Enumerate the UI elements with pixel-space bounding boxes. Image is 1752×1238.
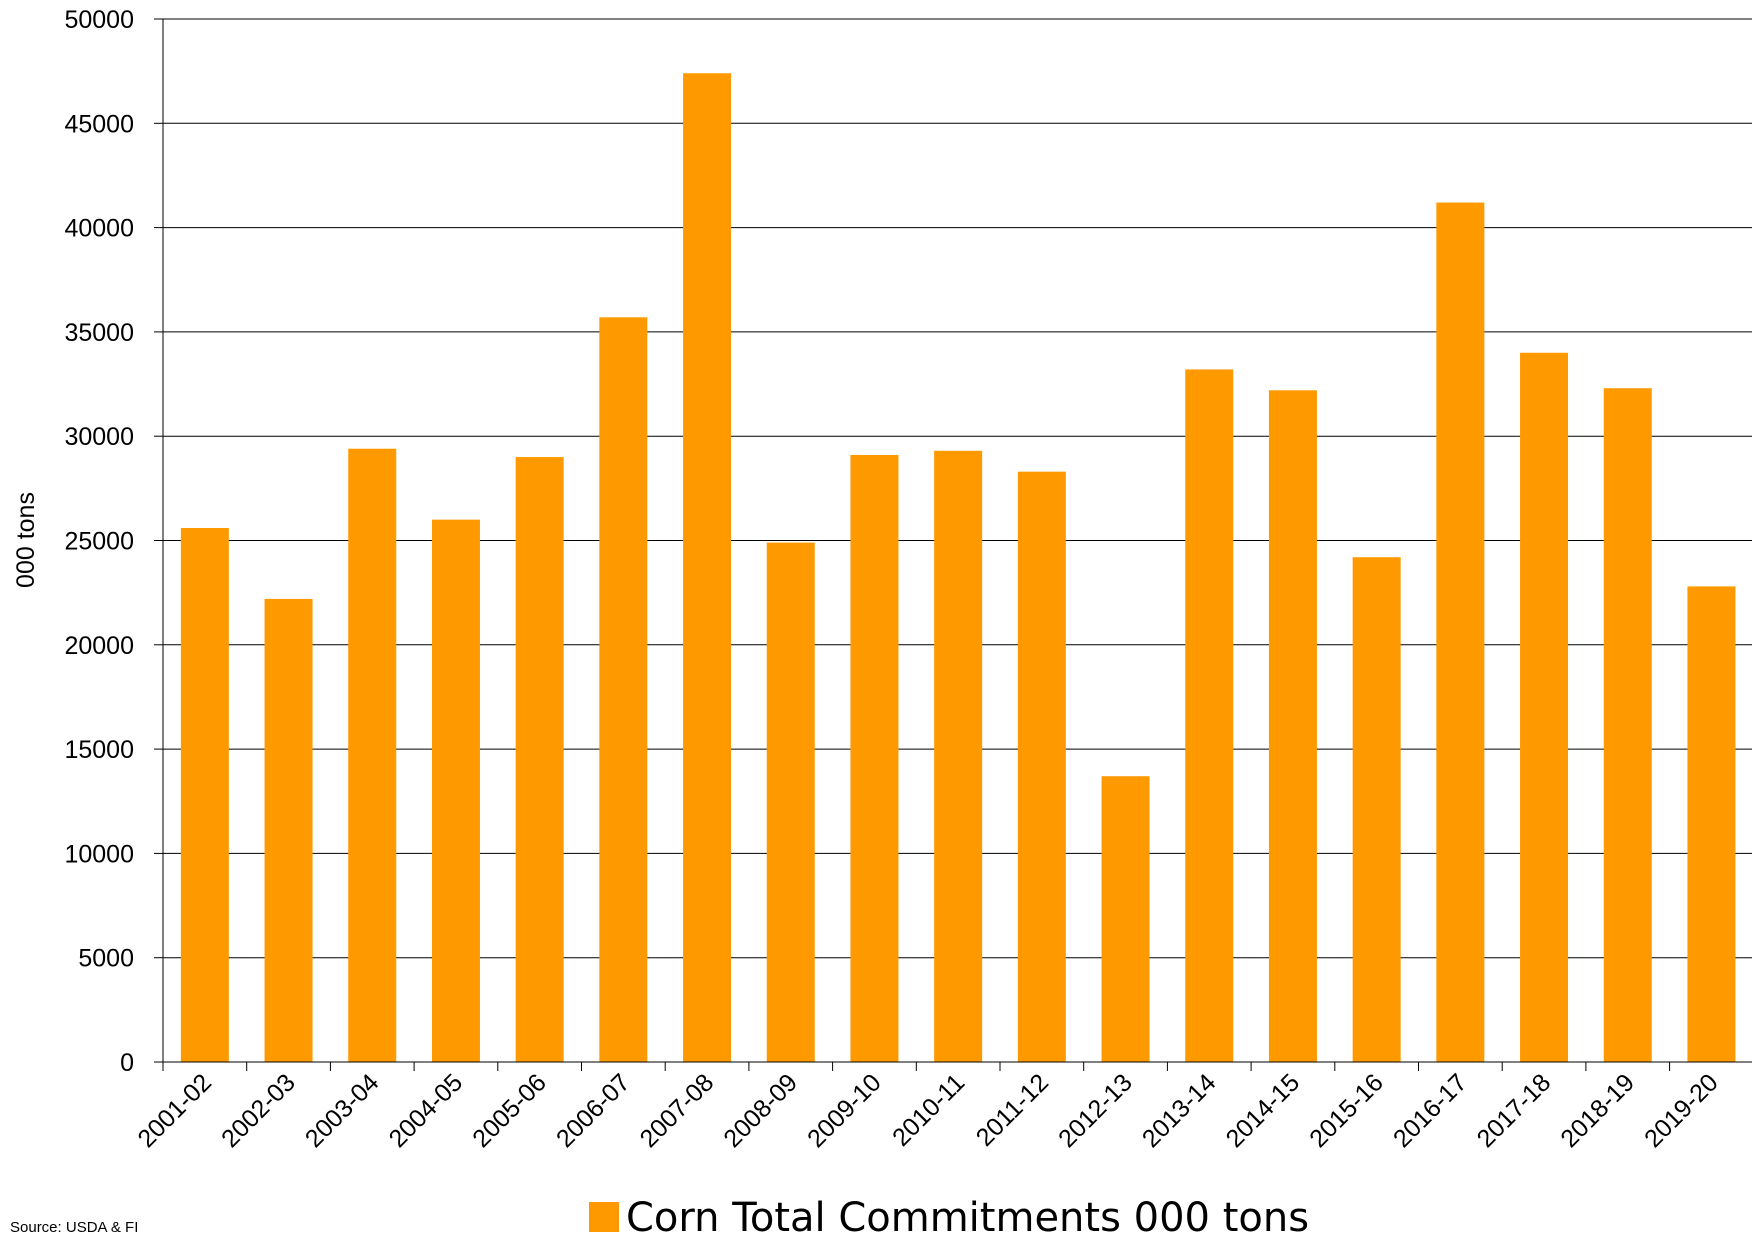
x-tick-label: 2014-15 xyxy=(1221,1068,1306,1153)
bar xyxy=(1436,203,1484,1062)
y-tick-label: 50000 xyxy=(64,6,134,34)
x-tick-label: 2011-12 xyxy=(971,1068,1054,1151)
y-tick-label: 30000 xyxy=(64,423,134,451)
y-tick-label: 35000 xyxy=(64,319,134,347)
y-tick-label: 10000 xyxy=(64,840,134,868)
bar xyxy=(1018,472,1066,1062)
x-tick-label: 2008-09 xyxy=(718,1068,803,1153)
y-tick-label: 40000 xyxy=(64,215,134,243)
bar xyxy=(599,317,647,1062)
x-tick-label: 2018-19 xyxy=(1555,1068,1640,1153)
x-tick-label: 2016-17 xyxy=(1388,1068,1473,1153)
x-tick-label: 2002-03 xyxy=(216,1068,301,1153)
x-tick-label: 2003-04 xyxy=(300,1068,385,1153)
bar xyxy=(1102,776,1150,1062)
x-tick-label: 2009-10 xyxy=(802,1068,887,1153)
x-tick-label: 2001-02 xyxy=(132,1068,217,1153)
y-tick-label: 20000 xyxy=(64,632,134,660)
bar xyxy=(683,73,731,1062)
source-note: Source: USDA & FI xyxy=(10,1219,138,1236)
bar xyxy=(432,520,480,1062)
bar xyxy=(1604,388,1652,1062)
bar xyxy=(934,451,982,1062)
bar xyxy=(850,455,898,1062)
x-tick-label: 2013-14 xyxy=(1137,1068,1222,1153)
y-tick-labels: 0 5000 10000 15000 20000 25000 30000 35000 40000… xyxy=(64,6,134,1077)
x-tick-label: 2004-05 xyxy=(384,1068,469,1153)
bar xyxy=(1269,390,1317,1062)
x-tick-label: 2017-18 xyxy=(1472,1068,1557,1153)
x-tick-label: 2019-20 xyxy=(1639,1068,1724,1153)
x-tick-label: 2012-13 xyxy=(1053,1068,1138,1153)
bar xyxy=(265,599,313,1062)
legend-label: Corn Total Commitments 000 tons xyxy=(626,1195,1309,1238)
x-tick-label: 2005-06 xyxy=(467,1068,552,1153)
y-tick-label: 0 xyxy=(120,1049,134,1077)
x-tick-label: 2006-07 xyxy=(551,1068,636,1153)
y-tick-label: 45000 xyxy=(64,110,134,138)
bars xyxy=(181,73,1736,1062)
x-tick-label: 2007-08 xyxy=(635,1068,720,1153)
bar xyxy=(516,457,564,1062)
legend-swatch xyxy=(589,1202,619,1232)
x-tick-label: 2010-11 xyxy=(887,1068,970,1151)
y-tick-label: 25000 xyxy=(64,528,134,556)
legend: Corn Total Commitments 000 tons xyxy=(589,1195,1309,1238)
bar xyxy=(1520,353,1568,1062)
bar xyxy=(348,449,396,1062)
x-tick-labels: 2001-02 2002-03 2003-04 2004-05 2005-06 2006-… xyxy=(132,1062,1752,1153)
bar xyxy=(767,543,815,1062)
y-tick-label: 5000 xyxy=(78,945,134,973)
bar xyxy=(1353,557,1401,1062)
x-tick-label: 2015-16 xyxy=(1304,1068,1389,1153)
y-axis-title: 000 tons xyxy=(12,492,40,588)
bar xyxy=(181,528,229,1062)
bar xyxy=(1185,369,1233,1062)
y-tick-label: 15000 xyxy=(64,736,134,764)
bar xyxy=(1687,586,1735,1062)
